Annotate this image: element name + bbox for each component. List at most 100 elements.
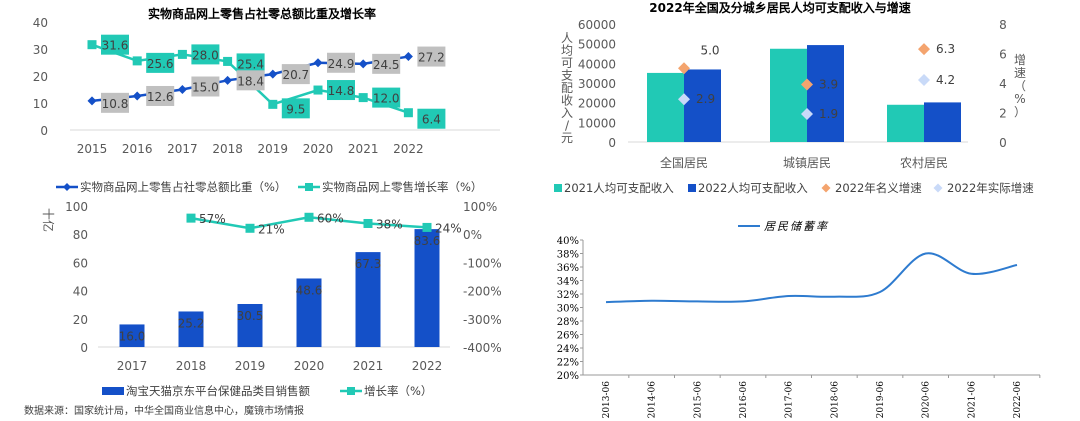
chart2-nominal-label: 3.9: [819, 77, 838, 91]
chart3-bar: [237, 303, 263, 347]
chart3-ytick-label: 80: [73, 228, 88, 242]
chart4-xtick-label: 2020-06: [922, 381, 932, 419]
chart3-growth-label: 21%: [258, 222, 285, 236]
chart1-share-label: 24.9: [328, 57, 355, 71]
chart2-y2label-char: ）: [1014, 105, 1026, 119]
chart1-growth-marker: [87, 40, 97, 50]
chart1-growth-label: 28.0: [192, 48, 219, 62]
chart2-y2label-char: （: [1014, 79, 1026, 93]
chart3-y2tick-label: -100%: [463, 256, 502, 270]
chart2-ytick-label: 0: [608, 136, 616, 150]
chart1-share-marker: [358, 59, 368, 69]
chart1-growth-label-box: [146, 52, 175, 73]
chart1-share-label-box: [281, 64, 310, 85]
chart2-nominal-marker: [918, 43, 930, 56]
chart3-xtick-label: 2022: [412, 359, 443, 373]
chart2-ytick-label: 50000: [578, 38, 616, 52]
chart4-ytick-label: 38%: [557, 250, 579, 261]
chart2-category-label: 农村居民: [900, 156, 948, 170]
chart1-share-marker: [268, 69, 278, 79]
chart1-growth-label: 9.5: [286, 102, 305, 116]
chart1-share-marker: [87, 96, 97, 106]
chart4-ytick-label: 32%: [557, 290, 579, 301]
chart1-xtick-label: 2022: [393, 142, 424, 156]
chart3-growth-marker: [245, 223, 255, 233]
chart1-growth-marker: [268, 99, 278, 109]
chart1-xtick-label: 2018: [212, 142, 243, 156]
chart4-xtick-label: 2022-06: [1013, 381, 1023, 419]
chart2-title: 2022年全国及分城乡居民人均可支配收入与增速: [649, 0, 910, 15]
chart1-legend-growth-label: 实物商品网上零售增长率（%）: [322, 180, 482, 194]
chart3-y2tick-label: -200%: [463, 285, 502, 299]
chart1-share-label-box: [372, 53, 401, 74]
chart2-legend-real-icon: [933, 183, 943, 193]
chart2-category-label: 全国居民: [660, 155, 708, 170]
chart4-ytick-label: 40%: [557, 236, 579, 247]
chart1-share-label-box: [101, 92, 129, 113]
chart2-ytick-label: 60000: [578, 18, 616, 32]
chart1-xtick-label: 2015: [77, 142, 108, 156]
chart1-legend-share-label: 实物商品网上零售占社零总额比重（%）: [80, 180, 286, 194]
chart1-share-label: 27.2: [418, 51, 445, 65]
chart2-ylabel-char: 入: [561, 106, 573, 120]
chart1-share-label: 10.8: [102, 97, 129, 111]
chart4-ytick-label: 26%: [557, 331, 579, 342]
chart3-bar: [355, 252, 381, 347]
chart2-bar-2021: [647, 72, 684, 142]
chart1-growth-label-box: [191, 44, 220, 65]
chart2-legend-2021-icon: [554, 184, 562, 192]
chart4-ytick-label: 24%: [557, 344, 579, 355]
chart2-real-label: 1.9: [819, 107, 838, 121]
chart2-real-marker: [918, 74, 930, 87]
chart3-ytick-label: 0: [80, 341, 88, 355]
chart4-xtick-label: 2017-06: [785, 381, 795, 419]
chart1-share-label-box: [417, 46, 446, 67]
chart1-legend-growth-icon: [305, 183, 313, 191]
chart3-bar-label: 83.6: [414, 234, 441, 248]
chart2-ylabel-char: 收: [561, 94, 573, 108]
chart3-legend-sales-icon: [102, 387, 124, 395]
chart1-share-label: 24.5: [373, 58, 400, 72]
chart4-xtick-label: 2016-06: [739, 381, 749, 419]
chart1-xtick-label: 2016: [122, 142, 153, 156]
chart3-y2tick-label: -400%: [463, 341, 502, 355]
chart1-growth-marker: [313, 85, 323, 95]
source-note: 数据来源：国家统计局，中华全国商业信息中心，魔镜市场情报: [24, 404, 304, 417]
chart3-ytick-label: 100: [65, 200, 88, 214]
chart1-growth-label-box: [236, 53, 265, 74]
chart2-bar-2021: [887, 104, 924, 142]
chart1-xtick-label: 2021: [348, 142, 379, 156]
chart1-xtick-label: 2017: [167, 142, 198, 156]
chart2-nominal-label: 5.0: [700, 43, 719, 57]
chart4-ytick-label: 22%: [557, 358, 579, 369]
chart3-legend-growth-icon: [347, 387, 355, 395]
chart3-ytick-label: 20: [73, 313, 88, 327]
chart2-category-label: 城镇居民: [783, 156, 831, 170]
chart4-xtick-label: 2019-06: [876, 381, 886, 419]
chart1-ytick-label: 30: [33, 43, 48, 57]
chart2-ylabel-char: 均: [561, 44, 573, 58]
chart1-title: 实物商品网上零售占社零总额比重及增长率: [148, 6, 376, 21]
chart3-growth-marker: [422, 222, 432, 232]
chart2-legend-real-label: 2022年实际增速: [947, 181, 1034, 195]
chart2-legend-2022-label: 2022人均可支配收入: [698, 181, 808, 195]
chart3-growth-label: 38%: [376, 217, 403, 231]
chart2-y2label-char: 速: [1014, 66, 1026, 80]
chart2-y2label-char: %: [1014, 92, 1025, 106]
chart3-bar-label: 48.6: [296, 283, 323, 297]
chart3-bar: [119, 324, 145, 347]
chart1-share-marker: [223, 75, 233, 85]
chart2-ylabel-char: 可: [561, 56, 573, 70]
chart3-bar-label: 16.0: [119, 329, 146, 343]
chart2-nominal-marker: [678, 62, 690, 75]
chart2-ylabel-char: /: [565, 119, 570, 133]
chart1-share-label: 15.0: [192, 81, 219, 95]
chart2-real-label: 4.2: [936, 73, 955, 87]
chart1-growth-label: 25.4: [237, 57, 264, 71]
chart1-share-label: 20.7: [282, 68, 309, 82]
chart4-ytick-label: 36%: [557, 263, 579, 274]
chart4-ytick-label: 28%: [557, 317, 579, 328]
chart4-ytick-label: 20%: [557, 371, 579, 382]
chart1-growth-label-box: [327, 80, 355, 101]
